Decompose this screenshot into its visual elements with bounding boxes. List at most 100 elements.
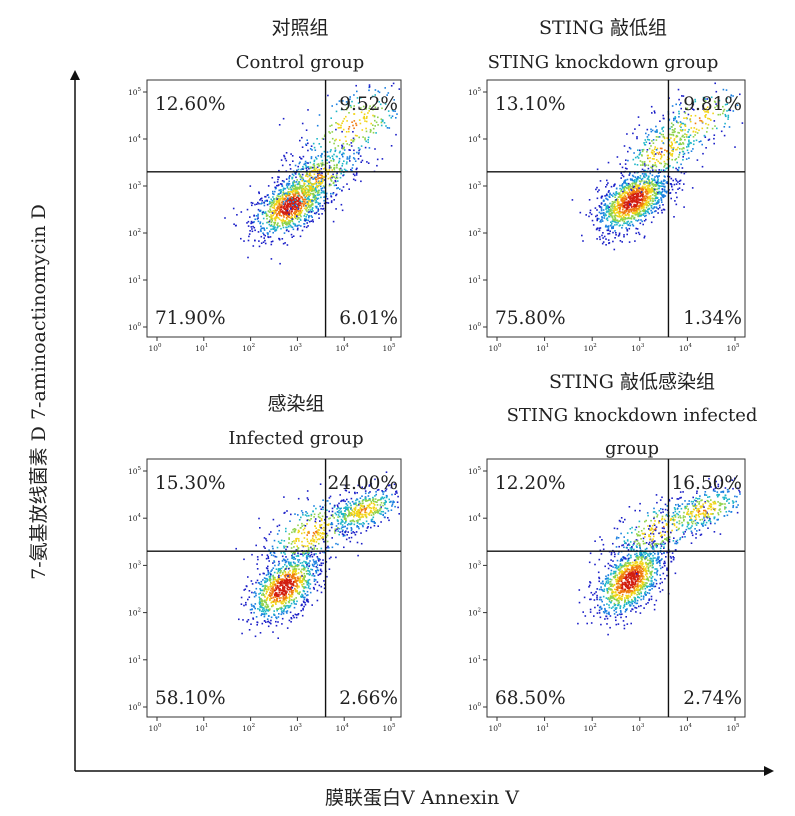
event-dot	[346, 534, 348, 536]
event-dot	[262, 585, 265, 587]
event-dot	[395, 133, 397, 136]
event-dot	[645, 193, 648, 195]
event-dot	[295, 210, 297, 213]
y-tick-label: 100	[468, 322, 482, 332]
event-dot	[332, 160, 335, 162]
event-dot	[251, 204, 253, 207]
quadrant-upper-right-percent: 9.81%	[683, 94, 742, 115]
event-dot	[312, 193, 314, 195]
event-dot	[313, 513, 316, 516]
event-dot	[708, 97, 711, 100]
event-dot	[601, 234, 603, 237]
event-dot	[266, 214, 269, 217]
event-dot	[705, 108, 707, 110]
event-dot	[257, 558, 259, 561]
event-dot	[615, 219, 617, 222]
event-dot	[284, 242, 286, 244]
event-dot	[285, 213, 287, 216]
event-dot	[628, 188, 630, 190]
event-dot	[342, 186, 345, 188]
event-dot	[276, 224, 279, 227]
event-dot	[319, 552, 321, 554]
event-dot	[281, 560, 284, 562]
event-dot	[269, 575, 272, 578]
event-dot	[621, 224, 624, 227]
event-dot	[672, 134, 675, 137]
event-dot	[291, 531, 293, 534]
event-dot	[335, 138, 337, 141]
event-dot	[353, 531, 356, 534]
event-dot	[260, 600, 262, 603]
event-dot	[342, 120, 344, 122]
event-dot	[633, 180, 636, 182]
event-dot	[661, 211, 663, 214]
event-dot	[348, 537, 350, 539]
event-dot	[291, 583, 293, 585]
event-dot	[314, 191, 317, 194]
event-dot	[304, 202, 307, 205]
event-dot	[302, 567, 305, 570]
event-dot	[648, 195, 650, 198]
event-dot	[671, 126, 673, 128]
event-dot	[294, 213, 296, 216]
event-dot	[268, 560, 270, 562]
event-dot	[299, 174, 302, 176]
event-dot	[674, 141, 677, 144]
event-dot	[308, 200, 310, 202]
event-dot	[315, 536, 317, 539]
event-dot	[301, 122, 304, 125]
event-dot	[658, 191, 661, 193]
x-tick-label: 100	[488, 343, 502, 353]
event-dot	[273, 590, 276, 592]
event-dot	[640, 188, 642, 190]
event-dot	[722, 112, 724, 115]
event-dot	[338, 151, 341, 154]
event-dot	[624, 213, 627, 216]
event-dot	[662, 136, 665, 138]
event-dot	[309, 167, 312, 170]
event-dot	[307, 531, 309, 533]
event-dot	[346, 183, 348, 185]
event-dot	[331, 546, 334, 549]
event-dot	[272, 588, 274, 590]
event-dot	[595, 215, 597, 218]
event-dot	[609, 202, 611, 205]
event-dot	[315, 207, 318, 209]
event-dot	[340, 124, 342, 127]
event-dot	[273, 217, 276, 220]
event-dot	[288, 206, 291, 208]
event-dot	[617, 235, 620, 237]
event-dot	[362, 136, 364, 138]
event-dot	[631, 215, 633, 217]
event-dot	[643, 163, 646, 165]
event-dot	[380, 497, 383, 499]
event-dot	[375, 509, 377, 511]
event-dot	[306, 519, 309, 522]
panel-title-en: Control group	[236, 52, 364, 73]
event-dot	[351, 121, 353, 123]
event-dot	[358, 512, 361, 515]
event-dot	[317, 531, 319, 534]
event-dot	[364, 137, 366, 139]
event-dot	[317, 194, 320, 196]
event-dot	[268, 578, 271, 581]
event-dot	[644, 187, 646, 190]
event-dot	[285, 205, 287, 208]
event-dot	[289, 193, 292, 196]
event-dot	[655, 149, 658, 151]
event-dot	[345, 514, 347, 516]
event-dot	[678, 132, 680, 134]
event-dot	[298, 181, 301, 184]
event-dot	[630, 217, 633, 219]
event-dot	[308, 532, 310, 534]
event-dot	[279, 198, 281, 201]
event-dot	[633, 193, 636, 196]
event-dot	[662, 142, 665, 144]
event-dot	[307, 587, 310, 589]
event-dot	[657, 178, 659, 181]
event-dot	[272, 192, 274, 195]
event-dot	[663, 160, 666, 163]
event-dot	[642, 163, 644, 165]
event-dot	[273, 561, 276, 563]
event-dot	[312, 170, 315, 172]
